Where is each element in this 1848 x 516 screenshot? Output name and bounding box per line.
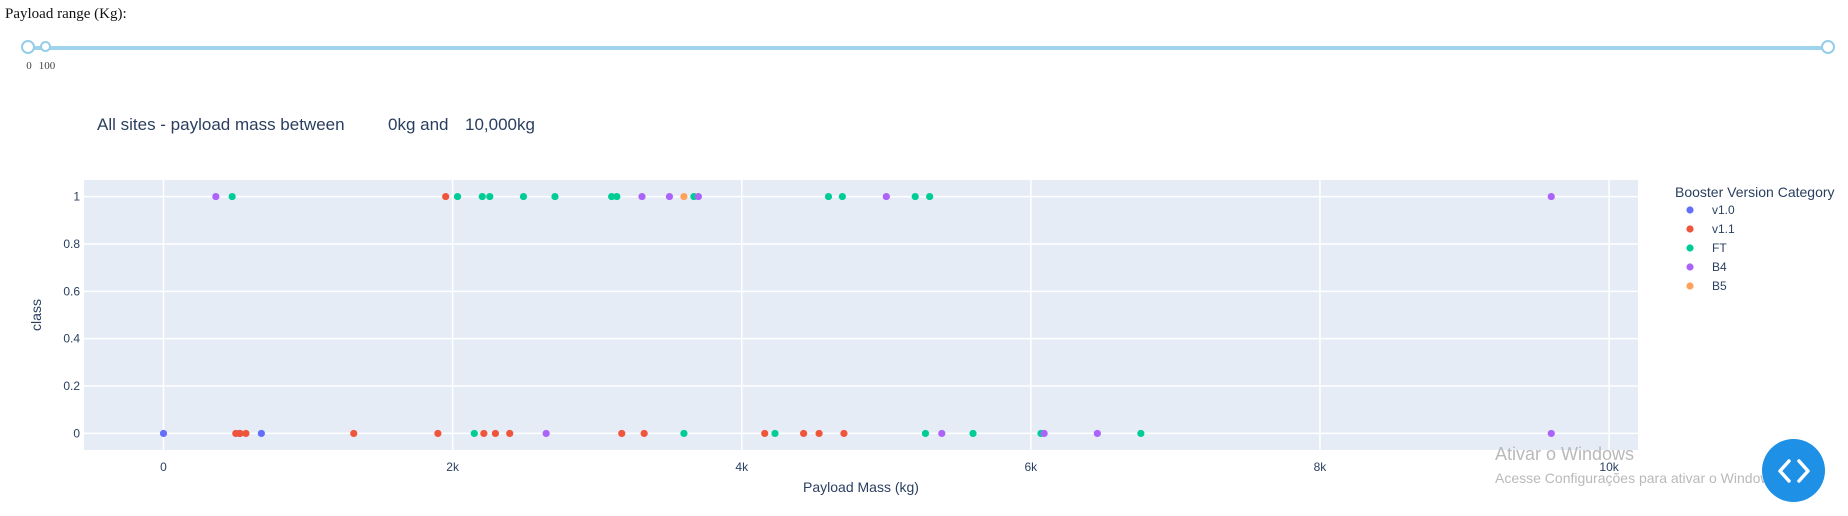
legend-marker xyxy=(1686,282,1694,290)
data-point xyxy=(800,429,808,438)
data-point xyxy=(815,429,823,438)
data-point xyxy=(1547,192,1555,201)
slider-mark-label-0: 0 xyxy=(26,60,32,72)
data-point xyxy=(638,192,646,201)
legend-marker xyxy=(1686,225,1694,233)
x-tick-label: 0 xyxy=(160,460,167,474)
y-tick-label: 0.2 xyxy=(63,379,80,393)
data-point xyxy=(1137,429,1145,438)
x-tick-label: 4k xyxy=(735,460,749,474)
x-tick-label: 6k xyxy=(1025,460,1039,474)
slider-handle-low[interactable] xyxy=(21,40,35,54)
data-point xyxy=(478,192,486,201)
chart-title: All sites - payload mass between 0kg and… xyxy=(97,115,535,134)
data-point xyxy=(694,192,702,201)
data-point xyxy=(236,429,244,438)
data-point xyxy=(665,192,674,201)
y-axis-label: class xyxy=(28,299,44,331)
data-point xyxy=(824,192,833,201)
chart-title-part1: All sites - payload mass between xyxy=(97,115,345,134)
legend: Booster Version Category v1.0 v1.1 FT B4 B5 xyxy=(1675,184,1835,293)
data-point xyxy=(1547,429,1555,438)
data-point xyxy=(608,192,616,201)
slider-mark-label-100: 100 xyxy=(38,60,56,72)
data-point xyxy=(542,429,550,438)
legend-item-label: v1.0 xyxy=(1712,203,1735,217)
chart-title-high: 10,000kg xyxy=(465,115,535,134)
data-point xyxy=(350,429,358,438)
activation-watermark-title: Ativar o Windows xyxy=(1495,444,1635,464)
payload-slider-label: Payload range (Kg): xyxy=(5,6,127,22)
data-point xyxy=(840,429,848,438)
y-tick-label: 0.6 xyxy=(63,284,80,298)
data-point xyxy=(1093,429,1101,438)
data-point xyxy=(434,429,442,438)
grid-lines xyxy=(84,180,1638,450)
data-point xyxy=(926,192,934,201)
x-axis-label: Payload Mass (kg) xyxy=(803,479,919,495)
data-point xyxy=(618,429,626,438)
plot-area xyxy=(84,180,1638,450)
data-point xyxy=(882,192,890,201)
data-point xyxy=(228,192,236,201)
data-point xyxy=(212,192,220,201)
code-brackets-icon xyxy=(1777,458,1810,483)
data-point xyxy=(491,429,500,438)
data-point xyxy=(519,192,528,201)
activation-watermark-text: Acesse Configurações para ativar o Windo… xyxy=(1495,470,1782,486)
legend-item-label: v1.1 xyxy=(1712,222,1735,236)
legend-item-label: B4 xyxy=(1712,260,1727,274)
data-point xyxy=(911,192,919,201)
code-toggle-button[interactable] xyxy=(1762,439,1825,502)
legend-marker xyxy=(1686,263,1694,271)
data-point xyxy=(242,429,250,438)
x-tick-label: 8k xyxy=(1314,460,1328,474)
y-tick-label: 0.4 xyxy=(63,332,80,346)
slider-handle-high[interactable] xyxy=(1821,40,1835,54)
data-point xyxy=(470,429,478,438)
data-point xyxy=(480,429,488,438)
legend-item-label: B5 xyxy=(1712,279,1727,293)
data-point xyxy=(771,429,779,438)
data-point xyxy=(761,429,769,438)
legend-item-label: FT xyxy=(1712,241,1727,255)
data-point xyxy=(506,429,514,438)
data-points xyxy=(159,192,1555,438)
data-point xyxy=(640,429,648,438)
legend-marker xyxy=(1686,206,1694,214)
data-point xyxy=(921,429,930,438)
x-tick-label: 10k xyxy=(1599,460,1619,474)
axis-ticks: 0 2k 4k 6k 8k 10k 0 0.2 0.4 0.6 0.8 1 xyxy=(63,190,1619,474)
y-tick-label: 0 xyxy=(73,426,80,440)
data-point xyxy=(551,192,559,201)
data-point xyxy=(680,192,688,201)
legend-title: Booster Version Category xyxy=(1675,184,1835,200)
data-point xyxy=(969,429,977,438)
slider-mark-dot[interactable] xyxy=(40,41,51,52)
chart-title-low: 0kg and xyxy=(388,115,449,134)
data-point xyxy=(1040,429,1048,438)
data-point xyxy=(613,192,621,201)
data-point xyxy=(453,192,462,201)
data-point xyxy=(486,192,494,201)
data-point xyxy=(680,429,688,438)
data-point xyxy=(838,192,846,201)
data-point xyxy=(442,192,450,201)
payload-range-slider[interactable]: 0 100 xyxy=(21,38,1835,72)
y-tick-label: 1 xyxy=(73,190,80,204)
y-tick-label: 0.8 xyxy=(63,237,80,251)
legend-marker xyxy=(1686,244,1694,252)
data-point xyxy=(938,429,946,438)
data-point xyxy=(257,429,265,438)
x-tick-label: 2k xyxy=(446,460,460,474)
slider-selected-range xyxy=(28,46,1828,50)
data-point xyxy=(159,429,168,438)
